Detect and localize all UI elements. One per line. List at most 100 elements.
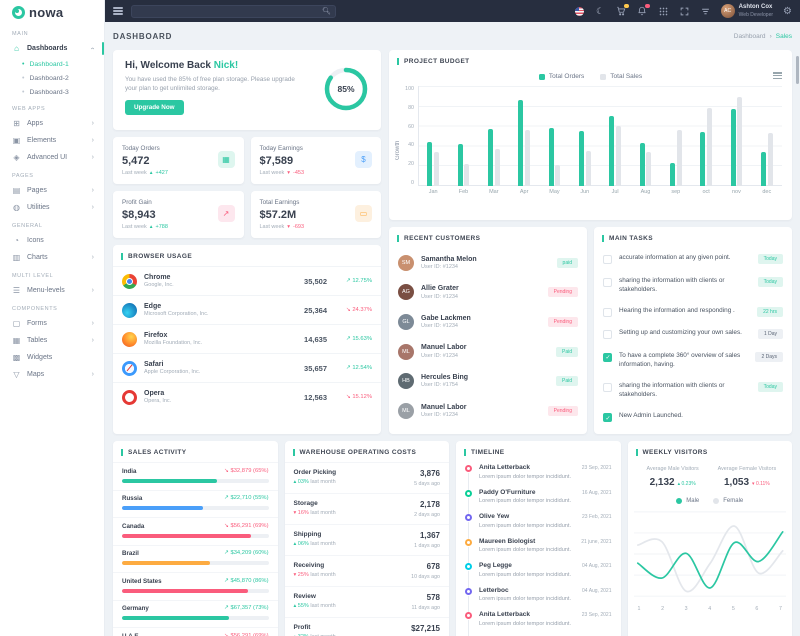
- stat-label: Today Orders: [122, 145, 160, 152]
- x-tick: sep: [671, 189, 681, 195]
- browser-name: Opera: [144, 390, 165, 397]
- sidebar-item[interactable]: ⊞ Apps ›: [0, 115, 104, 132]
- sidebar-item[interactable]: ▣ Elements ›: [0, 132, 104, 149]
- settings-gear-icon[interactable]: ⚙: [783, 5, 792, 17]
- browser-row: Opera Opera, Inc. 12,563 ↘ 15.12%: [113, 382, 381, 411]
- filter-icon[interactable]: [700, 6, 711, 17]
- upgrade-button[interactable]: Upgrade Now: [125, 100, 184, 116]
- brand-logo[interactable]: nowa: [0, 0, 104, 24]
- sidebar-item[interactable]: ⌂ Dashboards ›: [0, 40, 104, 57]
- bar-group: Aug: [630, 86, 660, 195]
- sidebar-item[interactable]: ☰ Menu-levels ›: [0, 282, 104, 299]
- chart-menu-icon[interactable]: [773, 71, 782, 80]
- sidebar-section: GENERAL ◔ Icons ›: [0, 216, 104, 266]
- task-checkbox[interactable]: [603, 277, 612, 287]
- sidebar-item[interactable]: ▽ Maps ›: [0, 366, 104, 383]
- stat-icon: $: [355, 151, 372, 168]
- language-flag-icon[interactable]: [574, 6, 585, 17]
- cart-icon[interactable]: [616, 3, 629, 17]
- sidebar-item[interactable]: ▢ Forms ›: [0, 315, 104, 332]
- task-checkbox[interactable]: [603, 255, 612, 265]
- avatar: SM: [398, 254, 414, 271]
- bar-group: oct: [691, 86, 721, 195]
- sidebar-item[interactable]: ▥ Charts ›: [0, 249, 104, 266]
- sidebar-item-icon: ▽: [13, 370, 20, 379]
- card-title: SALES ACTIVITY: [121, 449, 186, 456]
- sidebar-subitem[interactable]: • Dashboard-1: [0, 57, 104, 71]
- sidebar-item-list: ⊞ Apps › ▣: [0, 115, 104, 166]
- task-checkbox[interactable]: [603, 330, 612, 340]
- customer-row: SM Samantha Melon User ID: #1234 paid: [389, 248, 587, 278]
- task-badge: Today: [757, 381, 783, 392]
- breadcrumb-parent[interactable]: Dashboard: [733, 32, 766, 40]
- task-row: accurate information at any given point.…: [594, 248, 792, 270]
- user-menu[interactable]: AC Ashton Cox Web Developer: [720, 4, 773, 18]
- progress-track: [122, 561, 269, 565]
- fullscreen-icon[interactable]: [679, 6, 690, 17]
- trend-arrow-icon: ↗: [345, 278, 351, 284]
- browser-trend: ↘ 24.37%: [345, 307, 372, 313]
- sidebar-item[interactable]: ◈ Advanced UI ›: [0, 149, 104, 166]
- sidebar-subitem[interactable]: • Dashboard-3: [0, 85, 104, 99]
- sales-bar: [464, 164, 470, 186]
- sales-activity-row: Brazil ↗ $34,209 (60%): [113, 544, 278, 573]
- sidebar-section: WEB APPS ⊞ Apps ›: [0, 99, 104, 166]
- legend-total-sales[interactable]: Total Sales: [600, 73, 642, 80]
- progress-fill: [122, 533, 251, 538]
- sidebar-subitem-label: Dashboard-1: [29, 60, 69, 68]
- task-checkbox[interactable]: [603, 352, 612, 362]
- sidebar-item-list: ⌂ Dashboards › • Dashboard-1: [0, 40, 104, 99]
- browser-trend: ↘ 15.12%: [345, 394, 372, 400]
- customer-list: SM Samantha Melon User ID: #1234 paid: [389, 248, 587, 426]
- task-text: sharing the information with clients or …: [619, 381, 725, 398]
- x-tick: Apr: [519, 189, 529, 195]
- sidebar-item[interactable]: ▤ Pages ›: [0, 182, 104, 199]
- orders-bar: [457, 144, 463, 186]
- sidebar-item-icon: ▩: [12, 353, 21, 362]
- browser-icon: [122, 331, 137, 347]
- sidebar-item-label: Apps: [27, 120, 43, 127]
- task-checkbox[interactable]: [603, 307, 612, 317]
- user-name: Ashton Cox: [738, 4, 773, 11]
- cost-ago: 10 days ago: [411, 574, 440, 580]
- dark-mode-icon[interactable]: ☾: [596, 5, 605, 16]
- browser-value: 14,635: [304, 334, 327, 344]
- y-tick: 80: [408, 104, 414, 111]
- task-badge: 1 Day: [757, 329, 783, 340]
- trend-arrow-icon: ▾: [287, 224, 291, 230]
- orders-bar: [548, 128, 554, 186]
- search-icon: 🔍︎: [322, 8, 331, 15]
- warehouse-row: Shipping ▴ 06% last month 1,367 1 days a…: [284, 524, 449, 555]
- legend-item[interactable]: Male: [676, 498, 699, 504]
- search-box[interactable]: 🔍︎: [131, 4, 336, 18]
- sales-bar: [524, 130, 530, 186]
- x-tick: dec: [762, 189, 772, 195]
- stat-trend: Last week ▴ +427: [122, 170, 168, 176]
- apps-grid-icon[interactable]: [658, 6, 669, 17]
- task-checkbox[interactable]: [603, 382, 612, 392]
- breadcrumb-current: Sales: [775, 32, 792, 40]
- menu-toggle-icon[interactable]: [113, 6, 123, 16]
- browser-usage-card: BROWSER USAGE Chrome Google, Inc.: [113, 245, 381, 434]
- notifications-bell-icon[interactable]: [637, 3, 650, 17]
- scrollbar-thumb[interactable]: [796, 56, 799, 84]
- sidebar-subitem[interactable]: • Dashboard-2: [0, 71, 104, 85]
- task-text: To have a complete 360° overview of sale…: [619, 351, 741, 368]
- task-checkbox[interactable]: [603, 413, 612, 423]
- timeline-name: Peg Legge: [479, 562, 512, 569]
- visitor-stat-delta: ▾ 0.11%: [752, 481, 770, 487]
- legend-item[interactable]: Female: [713, 498, 743, 504]
- search-input[interactable]: [136, 7, 323, 15]
- cost-value: 578: [426, 593, 440, 602]
- sidebar-item[interactable]: ◍ Utilities ›: [0, 199, 104, 216]
- sidebar-item[interactable]: ▦ Tables ›: [0, 332, 104, 349]
- bullet-icon: •: [22, 74, 25, 82]
- legend-total-orders[interactable]: Total Orders: [538, 73, 584, 80]
- task-row: sharing the information with clients or …: [594, 270, 792, 300]
- sidebar-item[interactable]: ▩ Widgets ›: [0, 349, 104, 366]
- timeline-row: Olive Yew 23 Feb, 2021 Lorem ipsum dolor…: [465, 513, 612, 539]
- chevron-right-icon: ›: [91, 204, 94, 211]
- chevron-right-icon: ›: [91, 120, 94, 127]
- sidebar-item-label: Icons: [27, 237, 44, 244]
- sidebar-item[interactable]: ◔ Icons ›: [0, 232, 104, 249]
